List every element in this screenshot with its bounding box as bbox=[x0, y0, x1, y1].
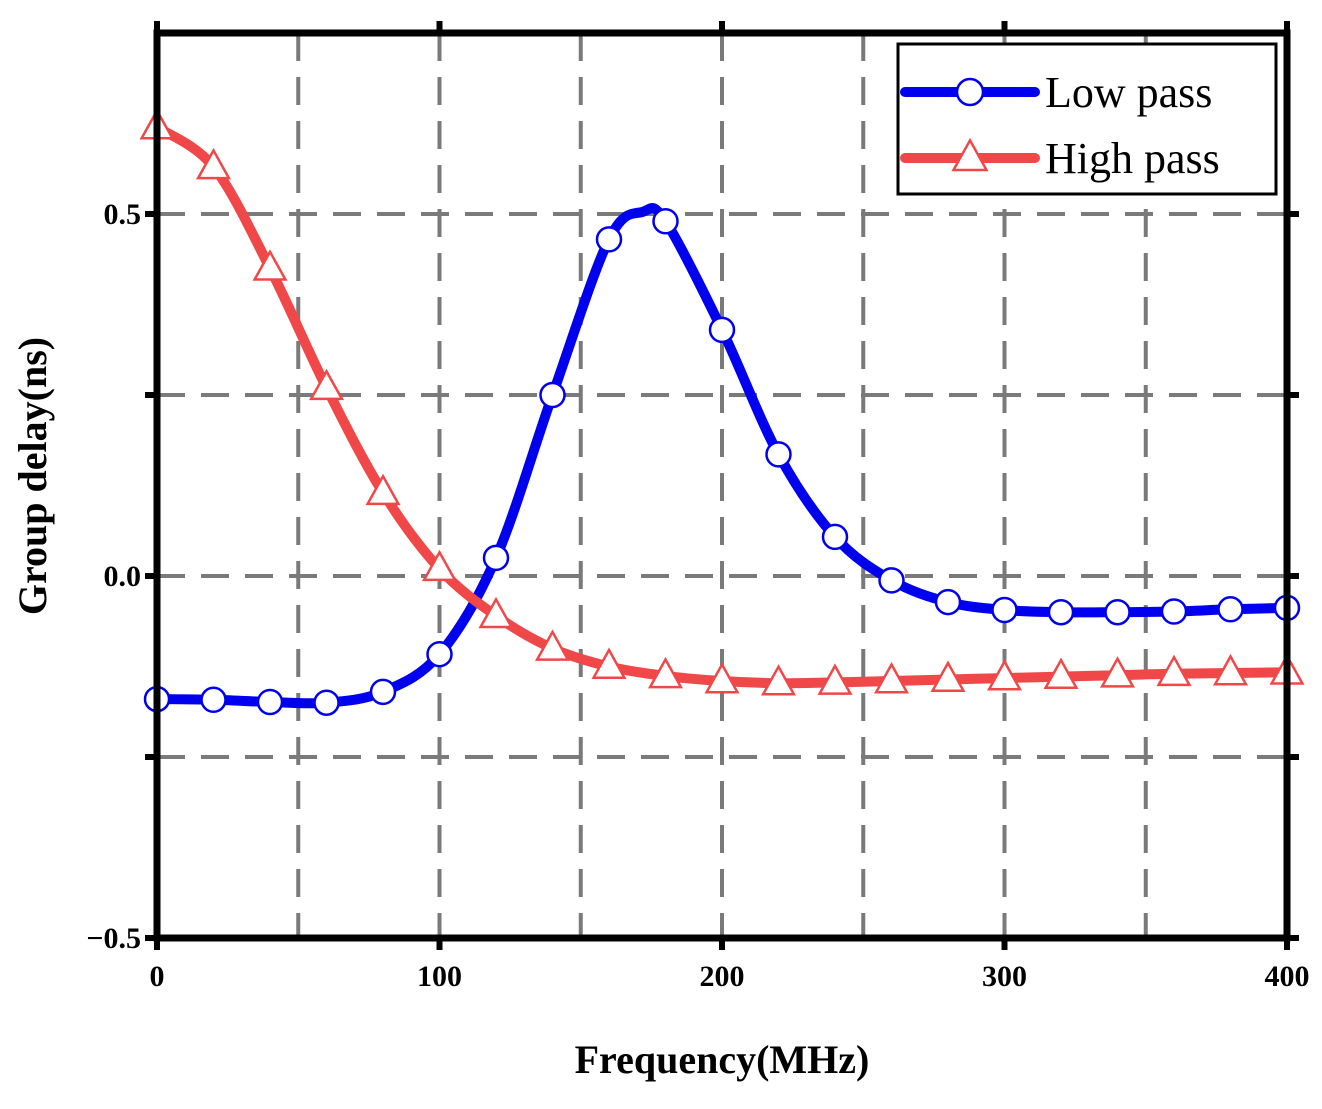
data-point-high-pass bbox=[308, 368, 345, 401]
data-point-low-pass bbox=[1217, 596, 1244, 623]
data-point-high-pass bbox=[873, 661, 910, 694]
data-point-high-pass bbox=[421, 549, 458, 582]
data-point-low-pass bbox=[708, 316, 736, 344]
legend-label-high-pass: High pass bbox=[1045, 134, 1220, 183]
data-point-high-pass bbox=[1212, 653, 1249, 686]
data-point-high-pass bbox=[986, 659, 1023, 691]
x-tick-label: 300 bbox=[982, 960, 1027, 993]
data-point-high-pass bbox=[195, 147, 232, 180]
data-point-low-pass bbox=[595, 226, 623, 253]
data-point-low-pass bbox=[426, 640, 453, 668]
x-tick-label: 100 bbox=[417, 960, 462, 993]
data-point-low-pass bbox=[652, 207, 679, 235]
data-point-low-pass bbox=[1160, 598, 1188, 625]
y-tick-label: −0.5 bbox=[86, 922, 141, 955]
data-point-high-pass bbox=[1156, 654, 1192, 687]
tick-labels: 0 100 200 300 400 −0.5 0.0 0.5 bbox=[86, 198, 1309, 993]
x-tick-label: 400 bbox=[1265, 960, 1310, 993]
data-point-low-pass bbox=[765, 441, 792, 468]
data-point-high-pass bbox=[478, 596, 514, 629]
data-point-high-pass bbox=[817, 663, 853, 695]
data-point-low-pass bbox=[1047, 598, 1075, 626]
data-point-low-pass bbox=[991, 596, 1018, 624]
legend-marker-low-pass bbox=[955, 77, 985, 107]
data-point-high-pass bbox=[647, 656, 684, 689]
data-point-high-pass bbox=[365, 473, 401, 506]
legend-label-low-pass: Low pass bbox=[1045, 68, 1212, 117]
data-point-low-pass bbox=[482, 544, 510, 572]
axes-frame bbox=[145, 21, 1299, 950]
data-point-low-pass bbox=[539, 381, 566, 409]
legend-marker-high-pass bbox=[951, 137, 989, 172]
data-point-low-pass bbox=[313, 689, 340, 716]
data-point-low-pass bbox=[878, 567, 905, 594]
data-point-high-pass bbox=[252, 249, 288, 281]
data-point-high-pass bbox=[930, 660, 966, 692]
x-tick-label: 200 bbox=[700, 960, 745, 993]
data-point-high-pass bbox=[760, 664, 797, 696]
y-axis-title: Group delay(ns) bbox=[10, 337, 55, 615]
data-point-low-pass bbox=[821, 523, 849, 551]
grid-lines bbox=[157, 33, 1287, 938]
x-tick-label: 0 bbox=[150, 960, 165, 993]
data-point-low-pass bbox=[200, 686, 227, 714]
data-point-high-pass bbox=[1043, 657, 1079, 690]
data-point-high-pass bbox=[1099, 656, 1136, 688]
data-point-low-pass bbox=[934, 588, 962, 616]
legend: Low pass High pass bbox=[896, 42, 1278, 196]
data-point-high-pass bbox=[534, 629, 571, 661]
y-tick-label: 0.5 bbox=[104, 198, 142, 231]
data-point-high-pass bbox=[704, 661, 740, 694]
data-point-high-pass bbox=[591, 647, 627, 679]
data-point-low-pass bbox=[256, 688, 284, 716]
data-point-low-pass bbox=[1104, 598, 1131, 626]
y-tick-label: 0.0 bbox=[104, 560, 142, 593]
data-point-low-pass bbox=[369, 678, 397, 706]
x-axis-title: Frequency(MHz) bbox=[575, 1037, 870, 1082]
